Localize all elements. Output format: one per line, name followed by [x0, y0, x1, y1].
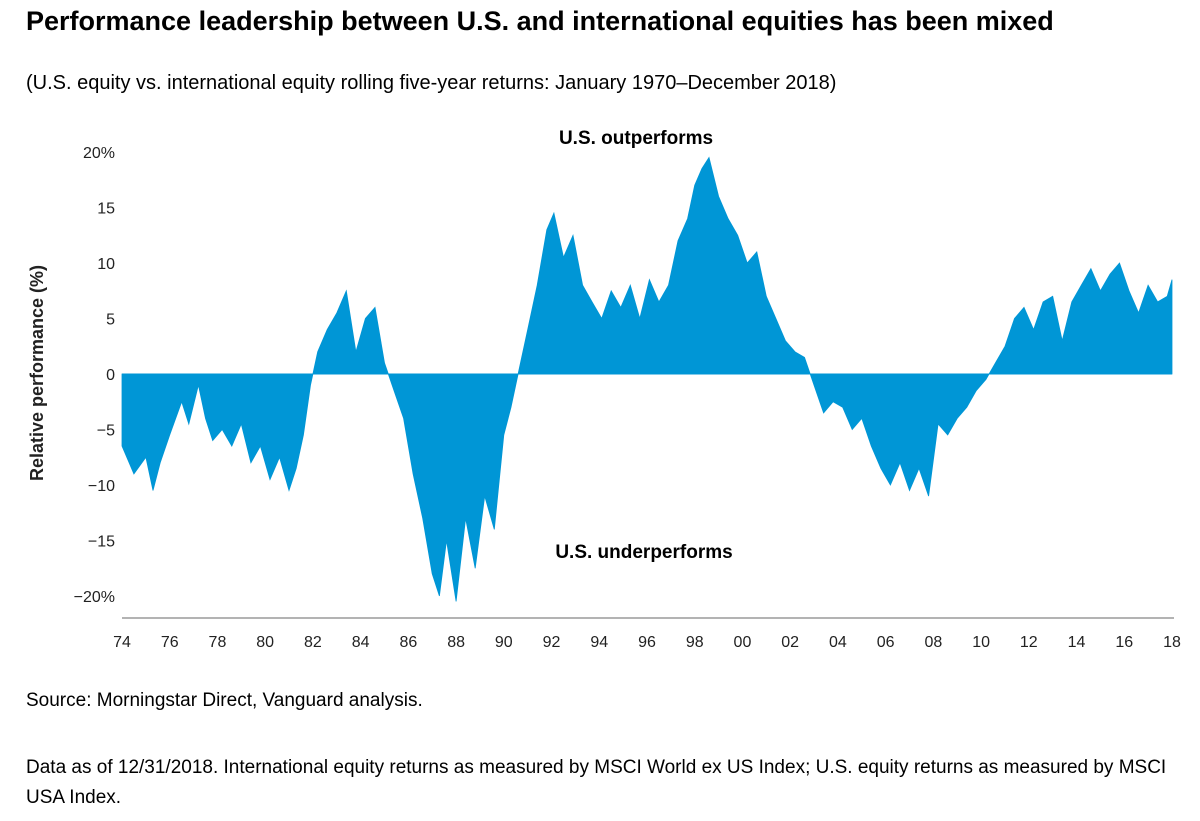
x-tick-label: 84 — [352, 634, 370, 651]
y-tick-label: 15 — [97, 201, 115, 218]
x-tick-label: 10 — [972, 634, 990, 651]
x-tick-label: 16 — [1115, 634, 1133, 651]
area-chart: 20% 15 10 5 0 −5 −10 −15 −20% 74 76 78 80 82 84 86 88 90 9… — [27, 128, 1181, 651]
chart-area: 20% 15 10 5 0 −5 −10 −15 −20% 74 76 78 80 82 84 86 88 90 9… — [0, 110, 1200, 670]
y-tick-label: 10 — [97, 256, 115, 273]
x-tick-label: 00 — [734, 634, 752, 651]
relative-performance-area — [121, 156, 1173, 602]
x-tick-label: 92 — [543, 634, 561, 651]
x-tick-label: 88 — [447, 634, 465, 651]
x-tick-label: 96 — [638, 634, 656, 651]
y-tick-label: −10 — [88, 478, 115, 495]
y-tick-label: −15 — [88, 534, 115, 551]
x-tick-label: 18 — [1163, 634, 1181, 651]
y-tick-label: 0 — [106, 367, 115, 384]
x-tick-label: 98 — [686, 634, 704, 651]
x-tick-label: 94 — [590, 634, 608, 651]
y-tick-label: −5 — [97, 423, 115, 440]
x-tick-label: 78 — [209, 634, 227, 651]
y-tick-label: 20% — [83, 145, 115, 162]
x-tick-label: 08 — [924, 634, 942, 651]
x-tick-label: 74 — [113, 634, 131, 651]
x-tick-label: 14 — [1068, 634, 1086, 651]
x-tick-label: 80 — [256, 634, 274, 651]
y-tick-label: −20% — [74, 589, 115, 606]
x-tick-label: 06 — [877, 634, 895, 651]
x-tick-label: 02 — [781, 634, 799, 651]
source-note: Source: Morningstar Direct, Vanguard ana… — [26, 690, 423, 711]
x-tick-label: 12 — [1020, 634, 1038, 651]
x-tick-label: 76 — [161, 634, 179, 651]
y-tick-label: 5 — [106, 312, 115, 329]
x-tick-label: 86 — [399, 634, 417, 651]
annotation-us-outperforms: U.S. outperforms — [559, 128, 713, 149]
data-note: Data as of 12/31/2018. International equ… — [26, 757, 1167, 808]
x-tick-label: 90 — [495, 634, 513, 651]
series-layer — [121, 156, 1173, 602]
chart-title: Performance leadership between U.S. and … — [26, 6, 1054, 36]
x-tick-label: 04 — [829, 634, 847, 651]
x-tick-label: 82 — [304, 634, 322, 651]
tick-label-layer: 20% 15 10 5 0 −5 −10 −15 −20% 74 76 78 80 82 84 86 88 90 9… — [74, 145, 1181, 651]
y-axis-label: Relative performance (%) — [27, 265, 47, 481]
chart-subtitle: (U.S. equity vs. international equity ro… — [26, 72, 837, 94]
annotation-us-underperforms: U.S. underperforms — [555, 542, 732, 563]
